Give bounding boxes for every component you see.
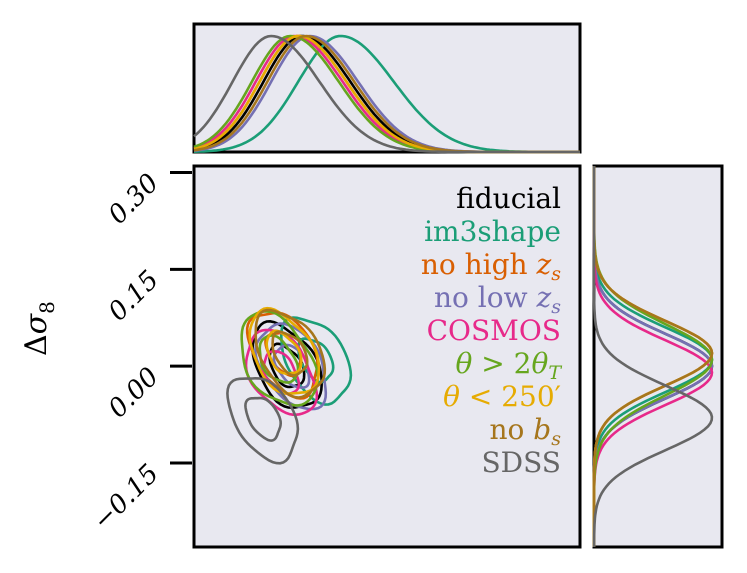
y-tick-label: 0.00 xyxy=(103,362,165,424)
y-tick-label: −0.15 xyxy=(87,459,165,537)
y-tick-label: 0.30 xyxy=(103,168,165,230)
contour--250- xyxy=(248,306,321,395)
contour-sdss xyxy=(244,396,283,442)
y-axis: 0.30 0.15 0.00 −0.15 xyxy=(87,168,192,536)
legend-entry: SDSS xyxy=(481,446,561,479)
right-marginal-sdss xyxy=(592,166,714,548)
contour-no-b-s xyxy=(254,308,327,399)
legend-entry: no high zs xyxy=(421,248,561,285)
legend-entry: no low zs xyxy=(434,281,561,318)
legend-entry: θ > 2θT xyxy=(456,347,563,384)
legend-entry: fiducial xyxy=(456,182,561,215)
legend-entry: θ < 250′ xyxy=(443,380,561,413)
top-marginal-sdss xyxy=(193,34,580,154)
legend-entry: COSMOS xyxy=(427,314,561,347)
right-marginal-curves xyxy=(592,166,714,548)
y-axis-label: Δσ8 xyxy=(19,301,59,356)
legend-entry: no bs xyxy=(490,413,562,450)
contour-sdss xyxy=(226,376,300,465)
top-marginal-curves xyxy=(193,34,580,154)
y-tick-label: 0.15 xyxy=(103,265,165,327)
joint-contours xyxy=(226,306,353,465)
joint-panel xyxy=(192,164,582,549)
contour-no-b-s xyxy=(271,330,309,377)
legend-entry: im3shape xyxy=(424,215,561,248)
